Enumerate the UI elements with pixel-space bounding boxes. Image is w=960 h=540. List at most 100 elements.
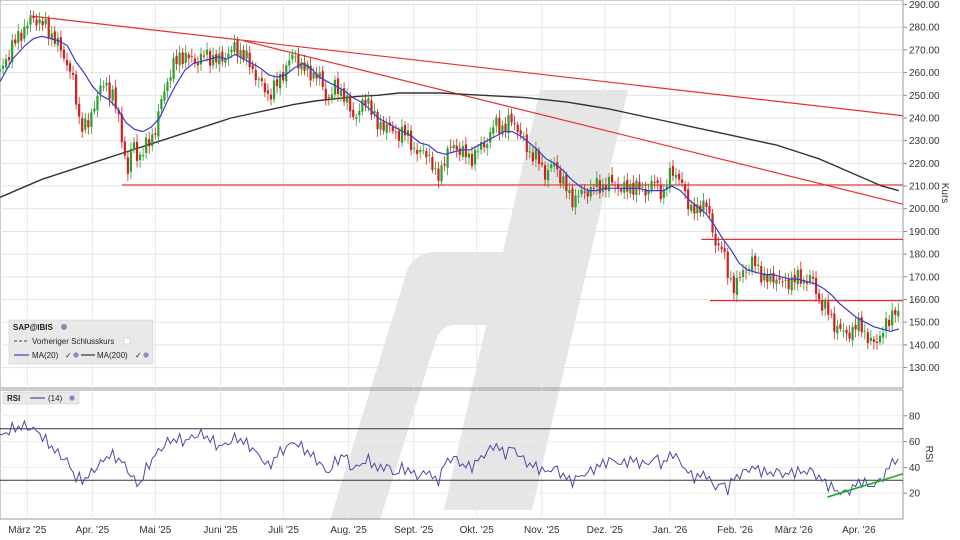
candle-body <box>422 150 425 152</box>
candle-body <box>245 50 248 59</box>
candle-body <box>808 275 812 282</box>
candle-body <box>769 273 772 282</box>
candle-body <box>409 130 413 151</box>
candle-body <box>300 62 303 70</box>
candle-body <box>543 165 547 180</box>
candle-body <box>71 73 75 76</box>
candle-body <box>738 276 742 278</box>
legend-prev-close-checkbox[interactable] <box>123 337 131 345</box>
candle-body <box>202 55 206 57</box>
candle-body <box>607 176 611 192</box>
rsi-legend-settings-icon[interactable] <box>69 395 75 401</box>
candle-body <box>580 189 583 195</box>
candle-body <box>263 83 267 93</box>
candle-body <box>336 78 340 95</box>
main-legend[interactable]: SAP@IBIS Vorheriger Schlusskurs MA(20) ✓… <box>8 319 154 365</box>
x-tick-label: Juni '25 <box>203 525 238 536</box>
candle-body <box>458 148 461 155</box>
candle-body <box>330 94 334 99</box>
candle-body <box>65 60 69 66</box>
candle-body <box>382 120 385 131</box>
candle-body <box>571 188 574 208</box>
candle-body <box>662 189 665 198</box>
candle-body <box>318 72 321 79</box>
candle-body <box>617 184 620 189</box>
candle-body <box>671 165 675 176</box>
candle-body <box>848 332 851 339</box>
rsi-axis-label: RSI <box>923 446 934 463</box>
candle-body <box>641 186 644 188</box>
candle-body <box>839 323 842 329</box>
x-tick-label: Juli '25 <box>268 525 299 536</box>
candle-body <box>763 273 766 281</box>
candle-body <box>123 141 126 156</box>
candle-body <box>449 146 452 148</box>
candle-body <box>279 74 282 89</box>
candle-body <box>778 277 781 280</box>
candle-body <box>169 77 172 81</box>
legend-instrument-icon[interactable] <box>61 324 67 330</box>
candle-body <box>741 270 745 278</box>
candle-body <box>1 65 5 69</box>
candle-body <box>151 134 154 146</box>
candle-body <box>0 69 2 72</box>
candle-body <box>638 181 641 190</box>
candle-body <box>644 188 647 196</box>
candle-body <box>294 56 297 58</box>
candle-body <box>346 95 349 103</box>
candle-body <box>610 174 614 183</box>
candle-body <box>897 310 900 317</box>
candle-body <box>531 152 534 162</box>
ma200-line <box>0 92 899 199</box>
price-tick-label: 270.00 <box>909 45 940 56</box>
x-tick-label: März '26 <box>775 525 813 536</box>
candle-body <box>425 150 428 158</box>
candle-body <box>416 149 419 155</box>
candle-body <box>757 264 760 266</box>
candle-body <box>312 72 315 79</box>
candle-body <box>376 111 379 130</box>
candle-body <box>120 113 123 143</box>
candle-body <box>342 87 346 102</box>
legend-ma200-settings-icon[interactable] <box>143 352 149 358</box>
rsi-legend[interactable]: RSI (14) <box>2 391 80 405</box>
candle-body <box>35 19 38 26</box>
candle-body <box>830 313 833 315</box>
candle-body <box>891 310 894 326</box>
candle-body <box>111 89 114 101</box>
watermark-logo <box>330 90 628 520</box>
x-tick-label: Aug. '25 <box>330 525 367 536</box>
candle-body <box>766 274 769 283</box>
legend-ma20-settings-icon[interactable] <box>73 352 79 358</box>
price-tick-label: 210.00 <box>909 182 940 193</box>
price-tick-label: 220.00 <box>909 159 940 170</box>
candle-body <box>519 130 522 135</box>
candle-body <box>574 195 577 208</box>
candle-body <box>257 79 260 81</box>
price-panel-frame <box>0 0 904 389</box>
candle-body <box>787 279 790 290</box>
candle-body <box>483 142 486 148</box>
candle-body <box>492 127 495 134</box>
legend-ma20-check-icon[interactable]: ✓ <box>65 351 72 360</box>
candle-body <box>218 53 221 65</box>
candle-body <box>114 87 117 109</box>
candle-body <box>38 19 41 24</box>
candle-body <box>647 189 650 195</box>
candle-body <box>403 125 407 136</box>
candle-body <box>62 49 66 59</box>
candle-body <box>455 145 458 150</box>
candle-body <box>248 52 251 68</box>
legend-instrument: SAP@IBIS <box>13 323 53 332</box>
legend-ma200-check-icon[interactable]: ✓ <box>135 351 142 360</box>
candle-body <box>598 180 601 194</box>
candle-body <box>784 279 787 281</box>
candle-body <box>254 70 257 81</box>
candle-body <box>230 49 233 53</box>
candle-body <box>227 53 230 59</box>
candle-body <box>656 180 659 183</box>
candle-body <box>397 130 400 141</box>
candle-body <box>443 163 446 166</box>
candle-body <box>145 137 148 154</box>
